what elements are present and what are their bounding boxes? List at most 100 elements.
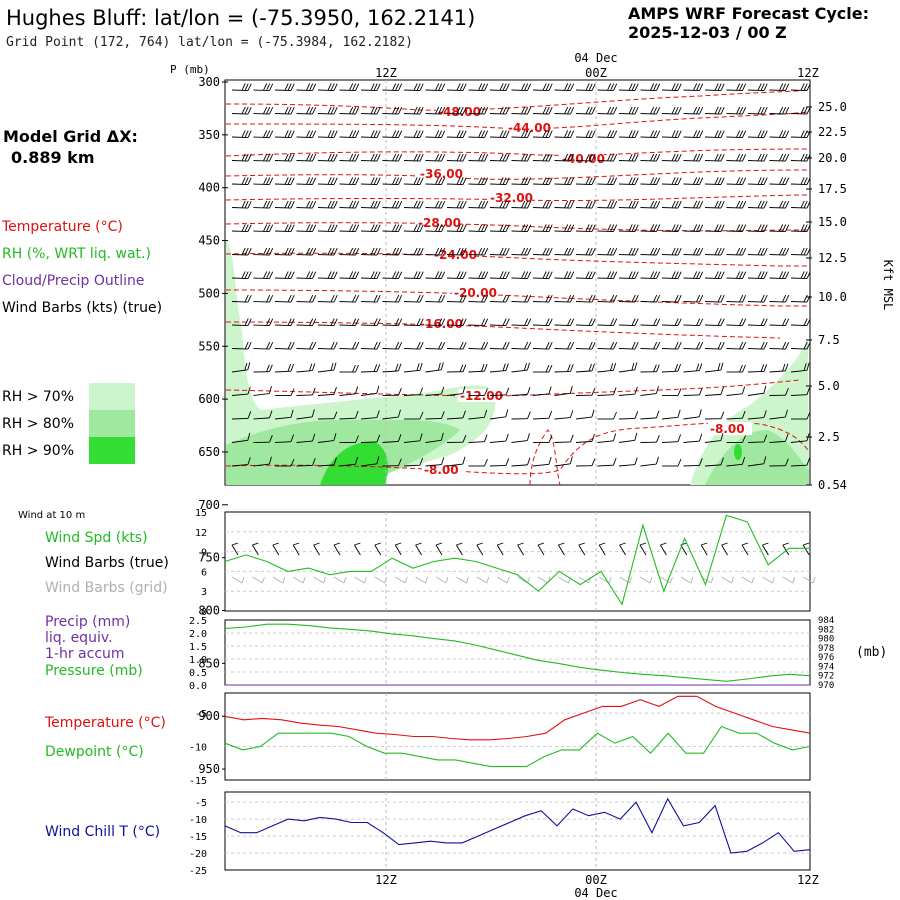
wind-barb bbox=[726, 224, 747, 233]
wind-barb-shaft bbox=[317, 464, 334, 467]
wind-barb-flag bbox=[290, 458, 295, 467]
wind-barb bbox=[640, 341, 661, 350]
wind-barb bbox=[683, 341, 704, 350]
wind-barb-flag bbox=[416, 363, 420, 371]
wind-barb bbox=[554, 434, 574, 443]
wind-barb-flag bbox=[263, 247, 268, 256]
wind-barb-flag bbox=[542, 271, 547, 279]
wind-barb-flag bbox=[499, 106, 504, 115]
wind-barb-flag bbox=[373, 200, 378, 209]
wind-barb-flag bbox=[438, 200, 443, 209]
wind-barb-flag bbox=[266, 364, 270, 372]
wind-barb-flag bbox=[613, 153, 618, 162]
wind-barb-flag bbox=[610, 318, 615, 326]
wind-barb-flag bbox=[736, 271, 741, 279]
wind-barb bbox=[726, 294, 747, 303]
wind-barb bbox=[769, 271, 790, 280]
wind-barb bbox=[597, 153, 618, 162]
wind-barb-flag bbox=[524, 271, 529, 279]
wind-barb-flag bbox=[376, 200, 381, 209]
wind-barb-flag bbox=[284, 177, 289, 185]
wind-barb bbox=[425, 271, 446, 280]
barb-grid-flag bbox=[323, 576, 327, 584]
panel-tick-label: 0 bbox=[201, 607, 207, 618]
wind-barb-shaft bbox=[425, 439, 442, 443]
wind-barb-flag bbox=[441, 318, 446, 326]
wind-barb-shaft bbox=[446, 463, 463, 467]
wind-barb-flag bbox=[760, 83, 765, 91]
wind-barb-flag bbox=[333, 177, 338, 185]
wind-barb bbox=[339, 153, 360, 162]
wind-barb-flag bbox=[355, 364, 359, 373]
wind-barb-flag bbox=[656, 177, 661, 185]
wind-barb-flag bbox=[567, 177, 572, 185]
wind-barb-flag bbox=[413, 200, 418, 209]
wind-barb-flag bbox=[484, 271, 489, 279]
wind-barb bbox=[618, 386, 638, 396]
wind-barb-flag bbox=[244, 271, 249, 279]
wind-barb-flag bbox=[785, 247, 790, 256]
surface-wind-barb-true bbox=[252, 542, 259, 556]
barb-grid-flag bbox=[527, 576, 531, 584]
barb-true-shaft bbox=[415, 544, 422, 556]
wind-barb-shaft bbox=[683, 440, 700, 443]
wind-barb bbox=[769, 153, 790, 162]
wind-barb-flag bbox=[499, 200, 504, 209]
wind-barb bbox=[231, 432, 251, 443]
wind-barb-flag bbox=[349, 247, 354, 256]
wind-barb-flag bbox=[481, 130, 486, 138]
rh-fill-areas bbox=[226, 240, 809, 485]
wind-barb-flag bbox=[570, 83, 575, 91]
wind-barb-flag bbox=[527, 387, 531, 395]
wind-barb-flag bbox=[524, 294, 529, 303]
wind-barb bbox=[425, 386, 445, 396]
wind-barb-flag bbox=[567, 318, 572, 326]
wind-barb-flag bbox=[241, 200, 246, 209]
wind-barb-flag bbox=[757, 271, 762, 279]
wind-barb-flag bbox=[567, 130, 572, 138]
wind-barb-flag bbox=[462, 177, 467, 185]
barb-grid-shaft bbox=[660, 576, 671, 584]
wind-barb bbox=[317, 83, 338, 92]
wind-barb-flag bbox=[736, 247, 741, 256]
wind-barb-flag bbox=[631, 106, 636, 115]
wind-barb bbox=[339, 364, 359, 373]
wind-barb bbox=[532, 83, 553, 92]
wind-barb-flag bbox=[717, 224, 722, 232]
wind-barb-flag bbox=[742, 130, 747, 138]
wind-barb-flag bbox=[244, 318, 249, 326]
wind-barb bbox=[253, 177, 274, 186]
wind-barb-flag bbox=[699, 458, 703, 466]
wind-barb bbox=[597, 387, 617, 396]
wind-barb-flag bbox=[714, 271, 719, 279]
wind-barb bbox=[425, 224, 446, 233]
wind-barb-flag bbox=[481, 318, 486, 326]
height-tick-label: 15.0 bbox=[818, 215, 847, 229]
wind-barb-flag bbox=[416, 153, 421, 162]
wind-barb bbox=[532, 456, 552, 467]
wind-barb-flag bbox=[376, 224, 381, 232]
wind-barb-flag bbox=[613, 341, 618, 350]
wind-barb-flag bbox=[266, 153, 271, 162]
barb-true-flag bbox=[537, 542, 545, 546]
bottom-tick-00z: 00Z bbox=[585, 873, 607, 887]
wind-barb-flag bbox=[742, 177, 747, 185]
wind-barb bbox=[339, 456, 359, 467]
wind-barb-flag bbox=[634, 247, 639, 256]
barb-true-flag bbox=[599, 542, 606, 546]
wind-barb-flag bbox=[395, 153, 400, 162]
wind-barb-flag bbox=[333, 224, 338, 232]
wind-barb-flag bbox=[634, 83, 639, 91]
wind-barb-shaft bbox=[597, 464, 614, 467]
wind-barb-flag bbox=[803, 271, 808, 279]
wind-barb-flag bbox=[631, 294, 636, 303]
wind-barb bbox=[446, 294, 467, 303]
wind-barb-flag bbox=[671, 177, 676, 185]
wind-barb-flag bbox=[395, 224, 400, 232]
wind-barb-flag bbox=[395, 83, 400, 91]
wind-barb-flag bbox=[656, 410, 660, 419]
wind-barb bbox=[274, 200, 295, 209]
wind-barb-flag bbox=[263, 106, 268, 115]
wind-barb-flag bbox=[524, 106, 529, 115]
height-ticks: 25.022.520.017.515.012.510.07.55.02.50.5… bbox=[806, 100, 847, 492]
